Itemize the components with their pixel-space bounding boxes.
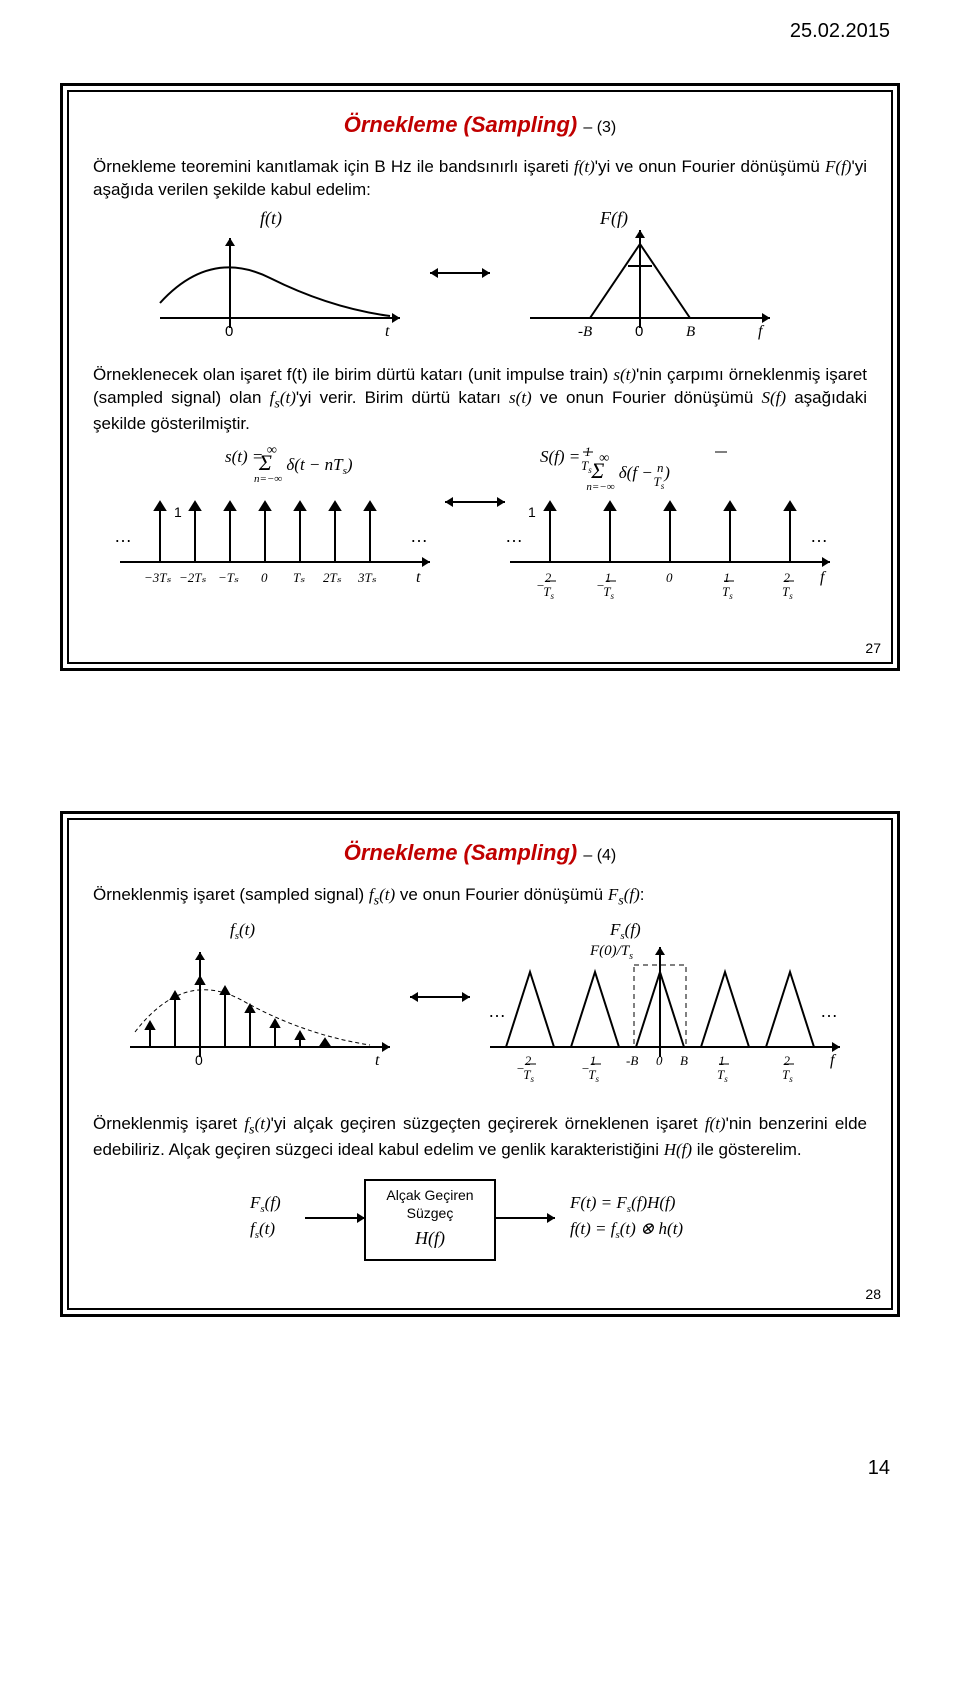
svg-text:f(t) = fs(t) ⊗ h(t): f(t) = fs(t) ⊗ h(t) <box>570 1219 683 1241</box>
svg-text:…: … <box>488 1001 506 1021</box>
svg-text:−Tₛ: −Tₛ <box>218 570 239 585</box>
fig-block-diagram: Fs(f) fs(t) Alçak Geçiren Süzgeç H(f) F(… <box>170 1168 790 1278</box>
svg-text:f: f <box>758 323 765 340</box>
svg-text:0: 0 <box>635 323 643 340</box>
svg-text:t: t <box>416 569 421 586</box>
box-l2: Süzgeç <box>407 1205 454 1221</box>
svg-text:2Ts: 2Ts <box>782 1053 793 1084</box>
svg-text:−2Tₛ: −2Tₛ <box>179 570 207 585</box>
svg-text:0: 0 <box>261 570 268 585</box>
svg-text:1: 1 <box>528 504 536 520</box>
svg-text:f: f <box>820 569 827 586</box>
title-main: Örnekleme (Sampling) <box>344 112 578 137</box>
page: 25.02.2015 Örnekleme (Sampling) – (3) Ör… <box>0 0 960 1520</box>
svg-text:…: … <box>820 1001 838 1021</box>
slide-number: 28 <box>865 1286 881 1302</box>
title-sub: – (4) <box>583 847 616 864</box>
svg-text:0: 0 <box>195 1052 203 1068</box>
slide-number: 27 <box>865 640 881 656</box>
svg-text:0: 0 <box>666 570 673 585</box>
svg-text:…: … <box>810 526 828 546</box>
slide1-para2: Örneklenecek olan işaret f(t) ile birim … <box>93 364 867 436</box>
svg-text:−2Ts: −2Ts <box>516 1053 535 1084</box>
title-sub: – (3) <box>583 119 616 136</box>
svg-text:2Ts: 2Ts <box>782 570 793 601</box>
svg-text:F(t) = Fs(f)H(f): F(t) = Fs(f)H(f) <box>569 1193 676 1215</box>
svg-text:1Ts: 1Ts <box>722 570 733 601</box>
svg-text:-B: -B <box>578 324 592 340</box>
fig-ft-Ff: f(t) F(f) 0 t <box>130 208 830 358</box>
slide-27: Örnekleme (Sampling) – (3) Örnekleme teo… <box>60 83 900 671</box>
svg-text:…: … <box>114 526 132 546</box>
fig-sampled: fs(t) Fs(f) F(0)/Ts <box>110 917 850 1107</box>
eq-Sf: S(f) = 1Ts ∞Σn=−∞ δ(f − nTs) <box>540 444 670 493</box>
svg-text:B: B <box>680 1053 688 1068</box>
svg-text:t: t <box>375 1052 380 1069</box>
header-date: 25.02.2015 <box>60 20 900 43</box>
svg-text:fs(t): fs(t) <box>250 1219 275 1241</box>
slide1-para1: Örnekleme teoremini kanıtlamak için B Hz… <box>93 156 867 202</box>
svg-text:−1Ts: −1Ts <box>581 1053 600 1084</box>
box-l1: Alçak Geçiren <box>386 1187 473 1203</box>
svg-text:Tₛ: Tₛ <box>293 570 305 585</box>
svg-text:3Tₛ: 3Tₛ <box>357 570 377 585</box>
svg-text:1Ts: 1Ts <box>717 1053 728 1084</box>
page-number: 14 <box>60 1457 900 1480</box>
svg-text:−3Tₛ: −3Tₛ <box>144 570 172 585</box>
svg-text:f: f <box>830 1052 837 1069</box>
svg-text:0: 0 <box>225 323 233 340</box>
svg-text:0: 0 <box>656 1053 663 1068</box>
slide-28: Örnekleme (Sampling) – (4) Örneklenmiş i… <box>60 811 900 1317</box>
svg-text:…: … <box>410 526 428 546</box>
box-l3: H(f) <box>414 1228 445 1249</box>
svg-text:-B: -B <box>626 1053 638 1068</box>
label-Ff: F(f) <box>599 208 628 229</box>
eq-st: s(t) = ∞Σn=−∞ δ(t − nTs) <box>225 443 353 485</box>
fig-impulse-trains: s(t) = ∞Σn=−∞ δ(t − nTs) S(f) = 1Ts ∞Σn=… <box>110 442 850 632</box>
slide-title: Örnekleme (Sampling) – (3) <box>93 112 867 138</box>
label-ft: f(t) <box>260 208 282 229</box>
title-main: Örnekleme (Sampling) <box>344 840 578 865</box>
label-fst: fs(t) <box>230 920 255 942</box>
slide2-para1: Örneklenmiş işaret (sampled signal) fs(t… <box>93 884 867 911</box>
label-F0Ts: F(0)/Ts <box>589 943 633 962</box>
svg-text:−2Ts: −2Ts <box>536 570 555 601</box>
slide-title: Örnekleme (Sampling) – (4) <box>93 840 867 866</box>
svg-text:2Tₛ: 2Tₛ <box>323 570 342 585</box>
slide-27-inner: Örnekleme (Sampling) – (3) Örnekleme teo… <box>67 90 893 664</box>
label-Fsf: Fs(f) <box>609 920 641 942</box>
svg-text:Fs(f): Fs(f) <box>249 1193 281 1215</box>
slide-28-inner: Örnekleme (Sampling) – (4) Örneklenmiş i… <box>67 818 893 1310</box>
svg-text:1: 1 <box>174 504 182 520</box>
svg-text:−1Ts: −1Ts <box>596 570 615 601</box>
svg-text:t: t <box>385 323 390 340</box>
slide2-para2: Örneklenmiş işaret fs(t)'yi alçak geçire… <box>93 1113 867 1162</box>
svg-text:…: … <box>505 526 523 546</box>
svg-text:B: B <box>686 324 695 340</box>
